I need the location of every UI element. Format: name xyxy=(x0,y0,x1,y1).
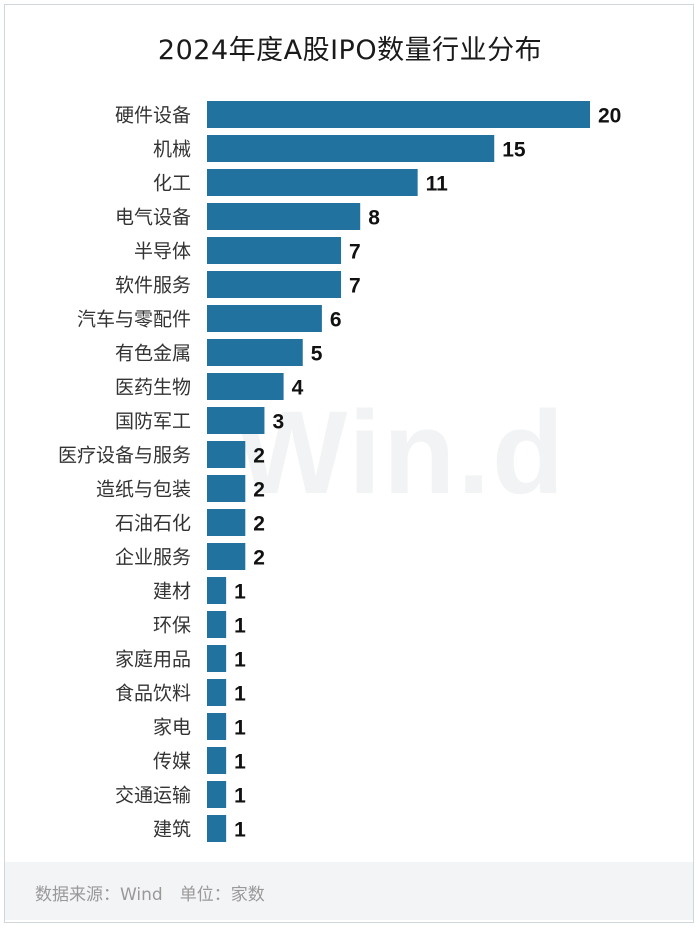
bar xyxy=(207,713,227,740)
value-label: 7 xyxy=(349,275,361,298)
category-label: 软件服务 xyxy=(115,275,191,297)
bar xyxy=(207,815,227,842)
value-label: 6 xyxy=(330,309,342,332)
value-label: 8 xyxy=(368,207,380,230)
value-label: 2 xyxy=(253,445,265,468)
bar xyxy=(207,407,265,434)
value-label: 1 xyxy=(234,751,246,774)
category-label: 造纸与包装 xyxy=(96,479,191,501)
category-label: 有色金属 xyxy=(115,343,191,365)
value-label: 11 xyxy=(426,173,449,196)
bar xyxy=(207,237,342,264)
value-label: 1 xyxy=(234,683,246,706)
value-label: 1 xyxy=(234,819,246,842)
watermark: Win.d xyxy=(236,387,567,519)
category-label: 食品饮料 xyxy=(115,683,191,705)
category-label: 家庭用品 xyxy=(115,649,191,671)
bar xyxy=(207,679,227,706)
category-label: 汽车与零配件 xyxy=(77,309,191,331)
bar xyxy=(207,305,322,332)
category-label: 建筑 xyxy=(153,819,191,841)
bar xyxy=(207,169,418,196)
bar xyxy=(207,203,361,230)
value-label: 1 xyxy=(234,649,246,672)
category-label: 电气设备 xyxy=(115,207,191,229)
value-label: 1 xyxy=(234,717,246,740)
bar xyxy=(207,543,246,570)
category-label: 交通运输 xyxy=(115,785,191,807)
category-label: 石油石化 xyxy=(115,513,191,535)
category-label: 化工 xyxy=(153,173,191,195)
bar xyxy=(207,475,246,502)
bar xyxy=(207,339,303,366)
bar xyxy=(207,509,246,536)
value-label: 3 xyxy=(272,411,284,434)
category-label: 机械 xyxy=(153,139,191,161)
category-label: 家电 xyxy=(153,717,191,739)
value-label: 20 xyxy=(598,105,621,128)
category-label: 建材 xyxy=(153,581,191,603)
source-note: 数据来源：Wind 单位：家数 xyxy=(35,885,265,905)
value-label: 2 xyxy=(253,547,265,570)
value-label: 2 xyxy=(253,479,265,502)
category-label: 半导体 xyxy=(134,241,191,263)
value-label: 1 xyxy=(234,785,246,808)
bar xyxy=(207,747,227,774)
bar xyxy=(207,577,227,604)
category-label: 环保 xyxy=(153,615,191,637)
value-label: 5 xyxy=(311,343,323,366)
bar xyxy=(207,373,284,400)
category-label: 传媒 xyxy=(153,751,191,773)
chart-title: 2024年度A股IPO数量行业分布 xyxy=(157,35,543,66)
category-label: 硬件设备 xyxy=(115,105,191,127)
value-label: 2 xyxy=(253,513,265,536)
bar xyxy=(207,441,246,468)
category-label: 医疗设备与服务 xyxy=(58,445,191,467)
bar xyxy=(207,101,590,128)
value-label: 1 xyxy=(234,615,246,638)
category-label: 国防军工 xyxy=(115,411,191,433)
value-label: 7 xyxy=(349,241,361,264)
bar xyxy=(207,611,227,638)
bar xyxy=(207,135,495,162)
footer: 数据来源：Wind 单位：家数 xyxy=(5,862,693,920)
bar xyxy=(207,645,227,672)
bar xyxy=(207,271,342,298)
category-label: 企业服务 xyxy=(115,547,191,569)
category-label: 医药生物 xyxy=(115,377,191,399)
value-label: 4 xyxy=(292,377,304,400)
bar xyxy=(207,781,227,808)
value-label: 1 xyxy=(234,581,246,604)
value-label: 15 xyxy=(502,139,526,162)
